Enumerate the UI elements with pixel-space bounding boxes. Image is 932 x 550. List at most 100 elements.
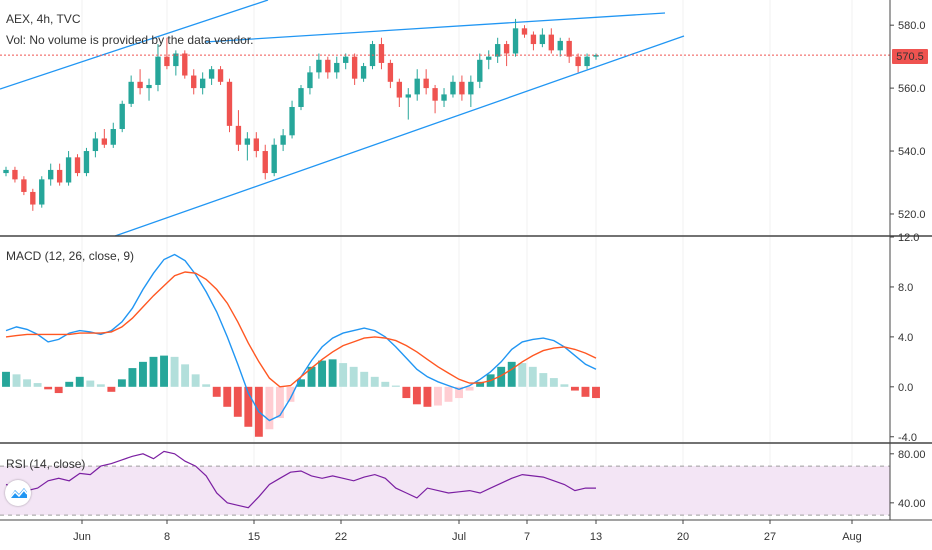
- macd-hist-bar: [275, 386, 284, 419]
- macd-hist-bar: [139, 361, 147, 387]
- macd-hist-bar: [54, 386, 63, 394]
- macd-hist-bar: [455, 386, 463, 399]
- candle-body: [459, 81, 465, 95]
- candle-body: [289, 106, 295, 136]
- candle-body: [360, 66, 367, 79]
- trendline[interactable]: [0, 0, 269, 90]
- logo-icon: [9, 488, 28, 499]
- rsi-band: [0, 466, 890, 516]
- tradingview-logo[interactable]: [5, 480, 31, 506]
- candle-body: [12, 169, 18, 180]
- candle-body: [208, 69, 215, 79]
- symbol-legend: AEX, 4h, TVC: [6, 12, 81, 26]
- macd-hist-bar: [370, 376, 379, 387]
- macd-hist-bar: [328, 359, 337, 387]
- macd-hist-bar: [107, 386, 116, 392]
- grid: [81, 0, 853, 520]
- price-axis[interactable]: 580.0 560.0 540.0 520.0 12.0 8.0 4.0 0.0 -4.0 80.…: [890, 20, 926, 510]
- candle-body: [486, 56, 492, 60]
- candle-body: [334, 62, 340, 73]
- candle-body: [30, 191, 36, 205]
- candle-body: [307, 72, 313, 89]
- macd-hist-bar: [128, 368, 137, 387]
- macd-hist-bar: [160, 355, 168, 387]
- candle-body: [39, 179, 45, 205]
- candle-body: [530, 34, 537, 45]
- macd-hist-bar: [202, 384, 211, 387]
- macd-hist-bar: [181, 364, 190, 387]
- x-tick-label: Jun: [73, 531, 91, 543]
- macd-hist-bar: [497, 366, 506, 387]
- macd-hist-bar: [391, 385, 400, 387]
- macd-hist-bar: [86, 380, 95, 387]
- macd-hist-bar: [476, 381, 485, 387]
- candle-body: [56, 169, 63, 183]
- candle-body: [512, 28, 519, 54]
- candle-body: [450, 81, 456, 95]
- candle-body: [83, 151, 90, 174]
- macd-hist-bar: [149, 356, 158, 387]
- x-tick-label: 22: [335, 531, 347, 543]
- macd-hist-bar: [170, 356, 179, 387]
- macd-hist-bar: [507, 361, 516, 387]
- macd-hist-bar: [560, 384, 569, 387]
- macd-hist-bar: [233, 386, 242, 417]
- trendline[interactable]: [114, 35, 685, 237]
- macd-hist-bar: [339, 363, 348, 387]
- candle-body: [164, 56, 170, 67]
- candle-body: [405, 94, 411, 98]
- candle-body: [92, 138, 99, 152]
- candle-body: [235, 125, 242, 145]
- candle-body: [271, 144, 277, 174]
- rsi-lines: [5, 450, 596, 509]
- macd-hist-bar: [592, 386, 600, 399]
- candle-body: [21, 179, 27, 192]
- macd-hist-bar: [581, 386, 590, 397]
- candle-body: [566, 40, 572, 57]
- candle-body: [423, 78, 429, 89]
- macd-histogram: [2, 355, 600, 437]
- x-tick-label: 20: [677, 531, 689, 543]
- candle-body: [343, 56, 349, 63]
- macd-hist-bar: [191, 374, 200, 387]
- macd-hist-bar: [65, 381, 74, 387]
- macd-hist-bar: [297, 379, 305, 387]
- candle-body: [262, 151, 268, 174]
- signal-line: [5, 271, 597, 388]
- macd-lines: [5, 253, 597, 422]
- volume-note: Vol: No volume is provided by the data v…: [6, 33, 254, 47]
- y-tick-label: 40.00: [898, 498, 926, 510]
- trendline[interactable]: [204, 12, 666, 43]
- macd-hist-bar: [549, 378, 558, 387]
- x-tick-label: 15: [248, 531, 260, 543]
- time-axis[interactable]: Jun 8 15 22 Jul 7 13 20 27 Aug: [73, 520, 862, 543]
- macd-hist-bar: [75, 376, 84, 387]
- candle-body: [226, 81, 233, 126]
- candle-body: [155, 56, 161, 85]
- candle-body: [253, 138, 259, 152]
- candle-body: [468, 81, 474, 95]
- macd-hist-bar: [117, 379, 126, 387]
- macd-hist-bar: [349, 366, 358, 387]
- candle-body: [477, 59, 483, 82]
- candles: [3, 18, 599, 211]
- candle-body: [146, 84, 152, 89]
- candle-body: [298, 88, 304, 107]
- macd-hist-bar: [223, 386, 232, 407]
- candle-body: [217, 69, 224, 82]
- candle-body: [244, 138, 251, 145]
- candle-body: [351, 56, 358, 79]
- trendlines[interactable]: [0, 0, 685, 237]
- macd-hist-bar: [518, 363, 527, 387]
- candle-body: [414, 78, 420, 95]
- x-tick-label: Jul: [452, 531, 466, 543]
- y-tick-label: 0.0: [898, 382, 913, 394]
- candle-body: [74, 157, 81, 174]
- macd-legend: MACD (12, 26, close, 9): [6, 249, 135, 263]
- last-price-badge-text: 570.5: [896, 51, 924, 63]
- macd-hist-bar: [570, 386, 579, 391]
- candle-body: [387, 62, 394, 82]
- macd-hist-bar: [96, 384, 105, 387]
- macd-hist-bar: [23, 379, 32, 387]
